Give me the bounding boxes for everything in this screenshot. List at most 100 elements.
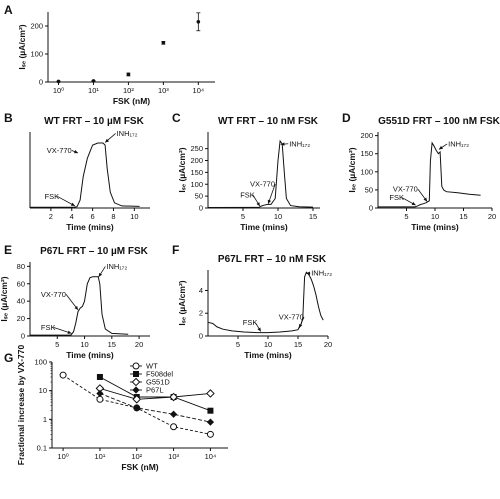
x-tick-label: 20 [324, 340, 332, 349]
x-tick-label: 10 [80, 340, 88, 349]
annotation-label: INH₁₇₂ [106, 262, 127, 271]
trace-line [30, 142, 140, 208]
panel-letter: D [342, 111, 351, 125]
panel-e: E P67L FRT – 10 µM FSK 5 10 15 20 0 20 40 60 80 Tim… [0, 243, 150, 360]
annotation-arrowhead [257, 327, 261, 332]
legend-marker [132, 386, 140, 394]
y-tick-label: 0 [21, 332, 25, 341]
y-tick-label: 0 [199, 332, 203, 341]
x-tick-label: 10 [130, 212, 138, 221]
x-tick-label: 10 [264, 340, 272, 349]
series-marker [169, 410, 178, 418]
y-tick-label: 0 [199, 204, 203, 213]
x-tick-label: 15 [309, 212, 317, 221]
x-tick-label: 2 [49, 212, 53, 221]
y-tick-label: 150 [190, 168, 203, 177]
y-tick-label: 0.1 [37, 444, 47, 453]
annotation-label: FSK [45, 192, 60, 201]
x-axis-label: FSK (nM) [121, 462, 158, 472]
x-tick-label: 10³ [168, 452, 179, 461]
panel-g: G 10⁰ 10¹ 10² 10³ 10⁴ 0.1 1 10 100 FSK (nM) Fractio… [4, 344, 228, 472]
data-point [126, 72, 131, 77]
series-marker [169, 392, 178, 402]
data-point [196, 20, 201, 24]
x-axis-label: Time (mins) [66, 222, 114, 232]
series-marker [96, 389, 104, 398]
x-tick-label: 5 [236, 340, 240, 349]
y-tick-label: 200 [190, 156, 203, 165]
panel-letter: G [4, 351, 13, 365]
annotation-label: VX-770 [47, 146, 72, 155]
y-tick-label: 10 [39, 386, 47, 395]
x-tick-label: 15 [108, 340, 116, 349]
annotation-label: VX-770 [393, 185, 418, 194]
series-marker [206, 418, 215, 426]
series-marker [207, 407, 214, 414]
series-marker [132, 394, 142, 404]
annotation-label: INH₁₇₂ [448, 139, 469, 148]
panel-title: G551D FRT – 100 nM FSK [378, 116, 500, 127]
y-axis-label: Iₛₑ (µA/cm²) [347, 147, 357, 192]
x-tick-label: 6 [91, 212, 95, 221]
annotation-label: VX-770 [250, 180, 275, 189]
y-tick-label: 100 [34, 358, 47, 367]
trace-line [207, 139, 314, 208]
x-tick-label: 10⁴ [193, 86, 205, 95]
y-axis-label: Iₛₑ (µA/cm²) [177, 147, 187, 192]
legend-label: F508del [146, 370, 173, 379]
annotation-arrowhead [67, 330, 72, 334]
legend-label: P67L [146, 386, 164, 395]
x-axis-label: Time (mins) [240, 222, 288, 232]
annotation-label: INH₁₇₂ [117, 129, 138, 138]
annotation-arrowhead [299, 324, 303, 329]
annotation-arrowhead [280, 142, 285, 146]
series-marker [96, 373, 103, 380]
series-line [99, 387, 211, 400]
y-tick-label: 200 [30, 22, 43, 31]
y-tick-label: 2 [199, 309, 203, 318]
x-tick-label: 5 [55, 340, 59, 349]
x-axis-label: Time (mins) [411, 222, 459, 232]
panel-f: F P67L FRT – 10 nM FSK 5 10 15 20 0 2 4 Time (min… [172, 243, 332, 360]
x-tick-label: 10¹ [95, 452, 106, 461]
x-tick-label: 10¹ [88, 86, 99, 95]
annotation-arrowhead [267, 199, 272, 204]
annotation-arrowhead [411, 201, 416, 206]
panel-letter: F [172, 243, 179, 257]
y-tick-label: 80 [17, 262, 25, 271]
y-tick-label: 20 [17, 314, 25, 323]
panel-b: B WT FRT – 10 µM FSK 2 4 6 8 10 Time (mins) VX-7… [4, 111, 150, 232]
y-tick-label: 100 [190, 180, 203, 189]
annotation-label: FSK [243, 318, 258, 327]
x-tick-label: 15 [459, 212, 467, 221]
data-point [56, 79, 61, 84]
panel-letter: B [4, 111, 13, 125]
annotation-label: FSK [240, 190, 255, 199]
series-line [99, 392, 211, 423]
y-tick-label: 1 [43, 415, 47, 424]
trace-line [207, 271, 324, 334]
annotation-arrowhead [74, 149, 78, 154]
x-tick-label: 8 [111, 212, 115, 221]
panel-title: P67L FRT – 10 µM FSK [40, 246, 149, 257]
panel-letter: A [4, 3, 13, 17]
annotation-label: FSK [389, 193, 404, 202]
panel-title: P67L FRT – 10 nM FSK [218, 254, 327, 265]
y-axis-label: Iₛₑ (µA/cm²) [17, 24, 27, 69]
x-tick-label: 10² [123, 86, 134, 95]
y-tick-label: 100 [30, 50, 43, 59]
x-tick-label: 10 [274, 212, 282, 221]
y-axis-label: Fractional increase by VX-770 [16, 344, 26, 465]
annotation-arrowhead [438, 145, 443, 150]
y-tick-label: 50 [195, 192, 203, 201]
legend-label: WT [146, 362, 158, 371]
annotation-arrowhead [98, 272, 103, 277]
series-marker [133, 404, 141, 412]
annotation-arrowhead [105, 138, 109, 143]
legend-marker [131, 377, 141, 387]
x-tick-label: 10⁰ [57, 452, 68, 461]
x-tick-label: 10 [431, 212, 439, 221]
legend-marker [132, 362, 140, 370]
legend-marker [133, 371, 139, 377]
